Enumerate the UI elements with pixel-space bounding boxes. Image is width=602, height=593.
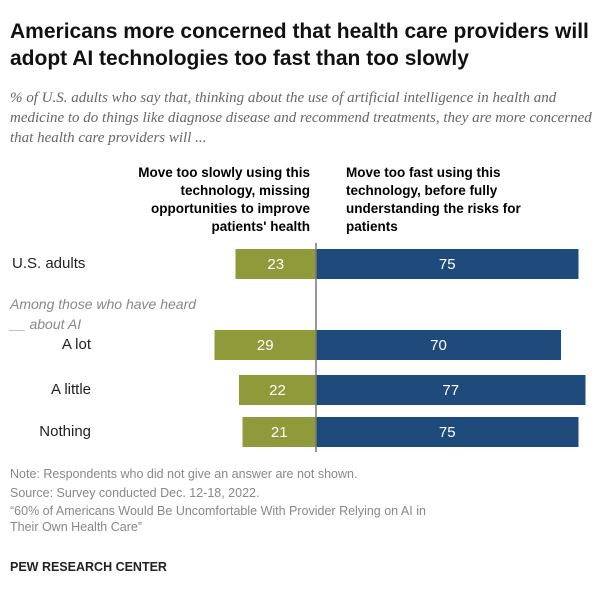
bar-too-slow [214, 330, 316, 360]
report-title: “60% of Americans Would Be Uncomfortable… [10, 504, 426, 534]
bar-too-fast [316, 249, 579, 279]
note-text: Note: Respondents who did not give an an… [10, 467, 358, 481]
group-note: Among those who have heard __ about AI [10, 296, 197, 332]
data-label-too-fast: 75 [439, 256, 456, 273]
category-label: U.S. adults [12, 255, 86, 272]
legend-too-fast: Move too fast using this technology, bef… [346, 165, 521, 234]
data-label-too-slow: 21 [271, 424, 288, 441]
data-label-too-slow: 29 [257, 337, 274, 354]
source-text: Source: Survey conducted Dec. 12-18, 202… [10, 486, 260, 500]
bar-too-slow [235, 249, 316, 279]
chart-subtitle: % of U.S. adults who say that, thinking … [10, 90, 592, 146]
brand-logo: PEW RESEARCH CENTER [10, 560, 167, 574]
data-label-too-slow: 22 [269, 382, 286, 399]
data-label-too-fast: 70 [430, 337, 447, 354]
bar-too-fast [316, 330, 561, 360]
bar-too-slow [242, 417, 316, 447]
category-label: A lot [61, 336, 91, 353]
data-label-too-fast: 75 [439, 424, 456, 441]
legend-too-slow: Move too slowly using this technology, m… [138, 165, 310, 234]
data-label-too-fast: 77 [442, 382, 459, 399]
bar-too-slow [239, 375, 316, 405]
chart-title: Americans more concerned that health car… [10, 20, 589, 70]
category-label: A little [50, 381, 91, 398]
category-label: Nothing [39, 423, 91, 440]
bar-too-fast [316, 375, 586, 405]
data-label-too-slow: 23 [267, 256, 284, 273]
bar-too-fast [316, 417, 579, 447]
